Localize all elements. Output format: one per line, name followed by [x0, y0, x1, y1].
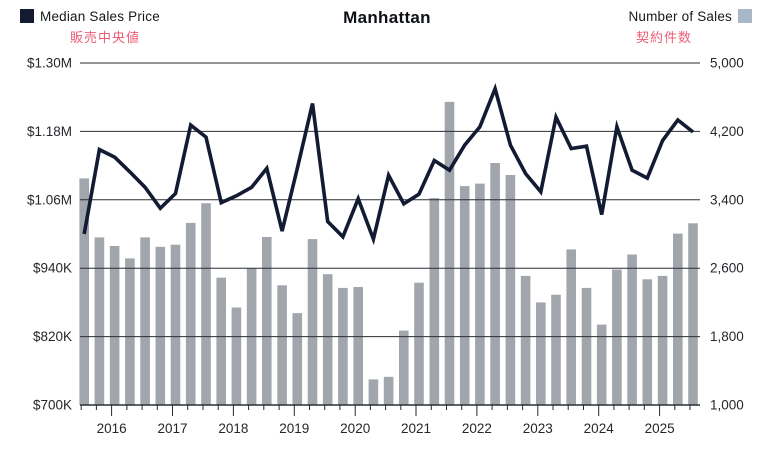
- sales-bar: [505, 175, 516, 405]
- sales-bar: [414, 282, 424, 405]
- year-label: 2020: [340, 421, 370, 436]
- sales-bar: [673, 233, 683, 405]
- sales-bar: [551, 294, 561, 405]
- sales-bar: [688, 223, 698, 405]
- year-label: 2018: [218, 421, 248, 436]
- sales-bar: [292, 313, 303, 405]
- sales-bar: [429, 198, 440, 405]
- left-axis-tick-label: $700K: [33, 398, 72, 413]
- left-axis-tick-label: $940K: [33, 261, 72, 276]
- sales-bar: [657, 275, 668, 405]
- sales-bar: [262, 237, 272, 405]
- year-label: 2017: [157, 421, 187, 436]
- sales-bar: [79, 178, 89, 405]
- sales-bar: [307, 239, 318, 405]
- sales-bar: [581, 287, 592, 405]
- left-axis-tick-label: $1.18M: [27, 124, 72, 139]
- left-axis-tick-label: $1.06M: [27, 192, 72, 207]
- sales-bar: [612, 269, 622, 405]
- year-label: 2019: [279, 421, 309, 436]
- right-axis-tick-label: 3,400: [710, 192, 744, 207]
- legend-median-sales-price: Median Sales Price: [20, 9, 160, 25]
- sales-bar: [353, 287, 363, 405]
- sales-bar: [185, 222, 196, 405]
- sales-bar: [125, 258, 135, 405]
- sales-bar: [201, 203, 211, 405]
- sales-bar: [216, 277, 226, 405]
- sales-bar: [520, 275, 531, 405]
- year-label: 2024: [584, 421, 615, 436]
- legend-number-of-sales: Number of Sales: [628, 9, 752, 25]
- right-axis-tick-label: 1,000: [710, 398, 744, 413]
- year-label: 2025: [645, 421, 675, 436]
- legend-median-label-ja: 販売中央値: [69, 30, 140, 45]
- sales-bar: [322, 274, 333, 405]
- sales-bar: [627, 254, 637, 405]
- right-axis-tick-label: 2,600: [710, 261, 744, 276]
- sales-bar: [368, 379, 379, 405]
- legend-sales-label-ja: 契約件数: [635, 30, 692, 45]
- median-price-swatch-icon: [20, 9, 34, 23]
- sales-bar: [170, 244, 181, 405]
- legend-sales-label: Number of Sales: [628, 9, 732, 24]
- sales-bar: [231, 307, 242, 405]
- sales-bar: [596, 324, 607, 405]
- sales-bar: [536, 302, 546, 405]
- sales-bar: [94, 237, 105, 405]
- sales-bar: [475, 183, 485, 405]
- sales-bar: [277, 285, 287, 405]
- median-price-line: [82, 83, 695, 246]
- sales-bar: [109, 246, 120, 405]
- sales-bar: [399, 330, 409, 405]
- right-axis-tick-label: 5,000: [710, 56, 744, 71]
- left-axis-tick-label: $1.30M: [27, 56, 72, 71]
- left-axis-tick-label: $820K: [33, 329, 72, 344]
- legend-median-label: Median Sales Price: [40, 9, 160, 24]
- sales-bar: [642, 279, 653, 405]
- chart-title: Manhattan: [343, 8, 431, 27]
- sales-bar: [140, 237, 150, 405]
- sales-bar: [459, 186, 470, 405]
- sales-bar: [155, 246, 166, 405]
- sales-bar: [490, 163, 500, 405]
- sales-bar: [444, 101, 455, 406]
- year-label: 2023: [523, 421, 553, 436]
- right-axis-tick-label: 1,800: [710, 329, 744, 344]
- year-label: 2021: [401, 421, 431, 436]
- year-label: 2022: [462, 421, 492, 436]
- year-label: 2016: [97, 421, 127, 436]
- sales-bar: [338, 287, 348, 405]
- sales-bar: [383, 376, 394, 405]
- right-axis-tick-label: 4,200: [710, 124, 744, 139]
- number-of-sales-swatch-icon: [738, 9, 752, 23]
- sales-bar: [566, 249, 576, 405]
